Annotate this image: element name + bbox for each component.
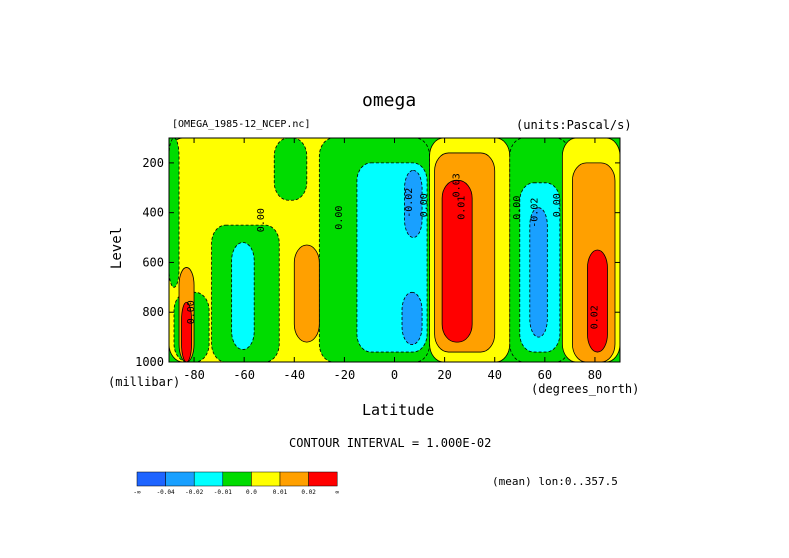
x-tick-label: 20 <box>437 368 451 382</box>
contour-region-15 <box>441 179 473 343</box>
legend-swatch-3 <box>222 471 252 487</box>
legend-swatch-4 <box>251 471 281 487</box>
legend-swatch-1 <box>165 471 195 487</box>
x-tick-label: 60 <box>538 368 552 382</box>
contour-label-10: 0.02 <box>589 305 600 329</box>
legend-swatch-2 <box>193 471 224 487</box>
x-tick-label: -40 <box>283 368 305 382</box>
y-tick-label: 800 <box>142 305 164 319</box>
y-tick-label: 600 <box>142 255 164 269</box>
legend-label-1: -0.04 <box>157 489 175 496</box>
y-tick-label: 1000 <box>135 355 164 369</box>
x-tick-label: 80 <box>588 368 602 382</box>
y-tick-label: 200 <box>142 156 164 170</box>
contour-region-12 <box>293 244 320 343</box>
x-tick-label: -20 <box>334 368 356 382</box>
y-units-label: (millibar) <box>108 375 181 389</box>
legend-swatch-0 <box>136 471 166 487</box>
contour-label-9: 0.00 <box>186 300 197 324</box>
contour-interval-label: CONTOUR INTERVAL = 1.000E-02 <box>289 436 492 450</box>
source-file-label: [OMEGA_1985-12_NCEP.nc] <box>172 119 311 130</box>
x-axis-title: Latitude <box>362 401 435 419</box>
contour-regions <box>169 138 620 362</box>
contour-region-21 <box>587 249 608 353</box>
x-axis: -80 -60 -40 -20 0 20 40 60 80 <box>183 138 602 382</box>
x-tick-label: 40 <box>487 368 501 382</box>
contour-region-11 <box>401 291 423 345</box>
legend-label-5: 0.01 <box>273 489 288 496</box>
contour-label-0: 0.00 <box>256 208 267 232</box>
contour-label-1: 0.00 <box>334 206 345 230</box>
contour-region-7 <box>273 138 308 201</box>
legend-swatch-6 <box>308 471 338 487</box>
contour-region-6 <box>231 242 255 350</box>
legend-label-7: ∞ <box>335 489 339 496</box>
chart-title: omega <box>362 90 417 111</box>
contour-label-5: -0.02 <box>404 188 415 218</box>
y-tick-label: 400 <box>142 206 164 220</box>
y-axis-title: Level <box>109 226 126 270</box>
x-units-label: (degrees_north) <box>531 382 640 396</box>
contour-region-1 <box>169 138 180 288</box>
legend-swatch-5 <box>279 471 309 487</box>
x-tick-label: -60 <box>233 368 255 382</box>
contour-label-4: 0.00 <box>552 193 563 217</box>
x-tick-label: 0 <box>391 368 398 382</box>
legend-label-4: 0.0 <box>246 489 257 496</box>
legend-label-0: -∞ <box>133 489 141 496</box>
contour-label-6: 0.03 <box>452 173 463 197</box>
legend-label-2: -0.02 <box>185 489 203 496</box>
contour-label-3: 0.00 <box>512 196 523 220</box>
contour-label-8: -0.02 <box>529 198 540 228</box>
contour-region-18 <box>529 207 548 338</box>
x-tick-label: -80 <box>183 368 205 382</box>
contour-labels: 0.00 0.00 0.00 0.00 0.00 -0.02 0.030.01 -0.02 0.… <box>186 173 600 329</box>
contour-label-2: 0.00 <box>419 193 430 217</box>
legend-label-3: -0.01 <box>214 489 232 496</box>
y-axis: 200 400 600 800 1000 <box>135 156 620 369</box>
units-label: (units:Pascal/s) <box>516 118 632 132</box>
legend-label-6: 0.02 <box>301 489 316 496</box>
footer-mean-label: (mean) lon:0..357.5 <box>492 475 618 488</box>
colorbar-legend: -∞ -0.04 -0.02 -0.01 0.0 0.01 0.02 ∞ <box>133 471 339 496</box>
contour-label-7: 0.01 <box>457 196 468 220</box>
contour-region-10 <box>404 169 423 238</box>
